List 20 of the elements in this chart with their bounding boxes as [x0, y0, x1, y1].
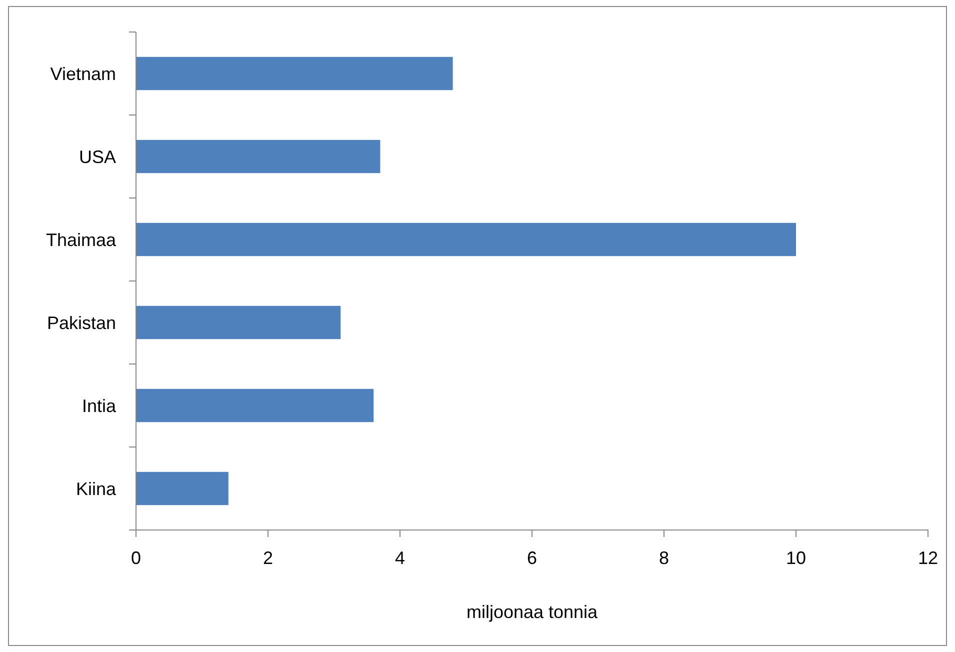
bar [136, 306, 341, 340]
y-tick-label: USA [78, 146, 116, 167]
y-tick-label: Intia [82, 396, 117, 416]
y-tick-label: Thaimaa [46, 230, 117, 250]
bar [136, 388, 374, 422]
bar [136, 140, 380, 174]
x-tick-label: 8 [658, 548, 670, 568]
bar [136, 472, 228, 506]
y-tick-label: Pakistan [46, 312, 116, 333]
x-tick-label: 10 [786, 548, 806, 568]
x-tick-label: 6 [526, 548, 538, 568]
x-tick-label: 2 [262, 548, 274, 568]
x-axis-title: miljoonaa tonnia [466, 602, 599, 622]
x-tick-label: 12 [918, 548, 938, 568]
y-tick-label: Kiina [76, 478, 117, 499]
bar [136, 222, 796, 256]
x-tick-label: 4 [394, 548, 406, 568]
y-tick-label: Vietnam [50, 64, 116, 84]
bar [136, 56, 453, 90]
x-tick-label: 0 [130, 548, 142, 568]
